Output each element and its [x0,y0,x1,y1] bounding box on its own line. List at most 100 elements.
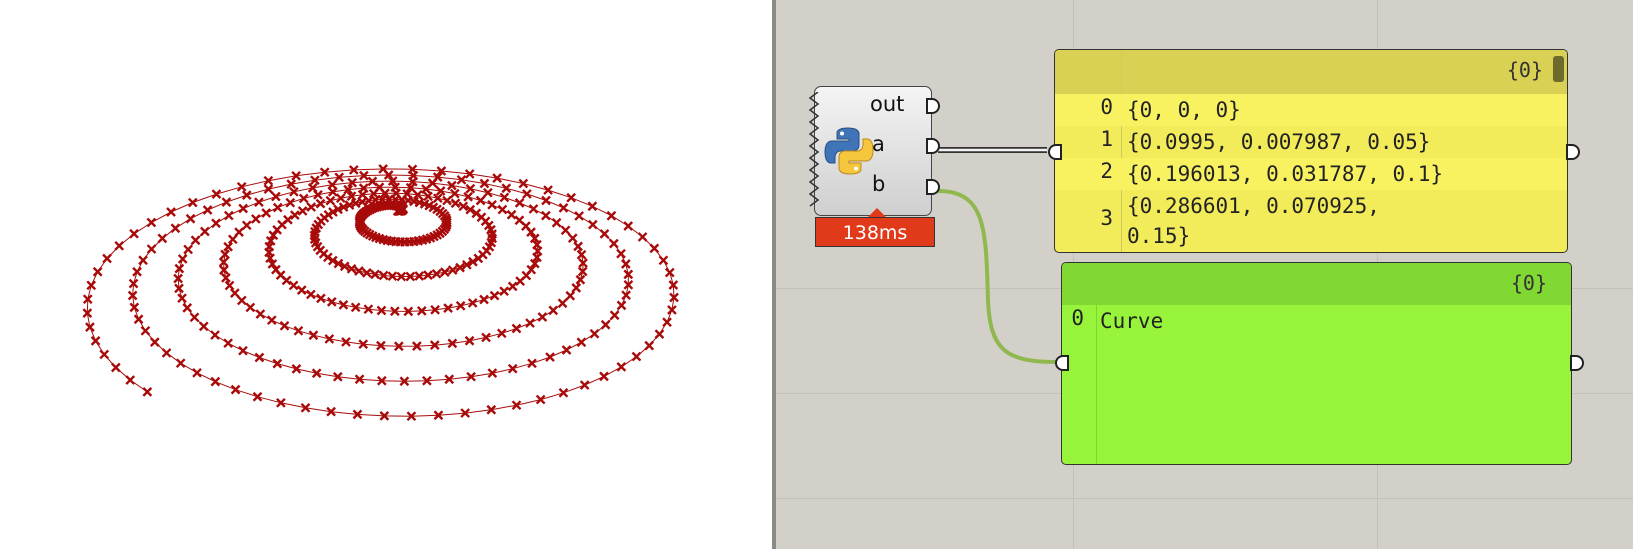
output-b-grip[interactable] [926,179,940,195]
spiral-point-marker [189,312,200,323]
spiral-point-marker [161,348,172,358]
index-column-divider [1096,263,1097,464]
spiral-point-marker [514,215,525,226]
spiral-point-marker [609,238,619,249]
spiral-point-marker [567,233,578,244]
spiral-point-marker [511,400,522,411]
spiral-point-marker [551,217,562,228]
spiral-point-marker [416,306,427,316]
spiral-point-marker [223,241,233,252]
spiral-point-marker [268,230,279,241]
spiral-point-marker [185,213,196,224]
spiral-point-marker [326,406,336,417]
spiral-point-marker [276,397,286,408]
rhino-viewport[interactable] [0,0,772,549]
spiral-point-marker [224,280,235,291]
spiral-point-marker [241,190,252,200]
spiral-point-marker [230,384,241,395]
curve-panel-output-grip[interactable] [1570,355,1584,371]
spiral-point-marker [412,189,423,200]
spiral-point-marker [405,182,416,193]
spiral-point-marker [177,293,187,304]
spiral-point-marker [114,240,125,251]
spiral-point-marker [571,283,582,293]
spiral-point-marker [354,266,364,276]
spiral-point-marker [442,195,452,206]
spiral-point-marker [599,371,609,382]
spiral-point-marker [664,267,675,278]
spiral-point-marker [573,241,583,252]
output-out-grip[interactable] [926,98,940,114]
spiral-point-marker [306,202,317,212]
panel-scrollbar[interactable] [1553,56,1564,82]
spiral-point-marker [238,345,248,356]
spiral-point-marker [654,329,665,339]
spiral-point-marker [669,292,679,303]
spiral-point-marker [497,204,508,215]
spiral-point-marker [263,175,274,186]
spiral-point-marker [327,179,338,190]
spiral-point-marker [403,306,414,317]
output-b-label: b [872,172,886,196]
spiral-point-marker [132,266,142,277]
spiral-point-marker [128,278,139,289]
spiral-point-marker [483,187,493,198]
spiral-point-marker [354,374,365,385]
python-logo-icon [824,127,874,175]
spiral-point-marker [166,207,176,217]
spiral-point-marker [230,288,240,298]
spiral-point-marker [170,223,181,234]
spiral-point-marker [335,193,346,204]
spiral-point-marker [293,325,304,336]
curve-panel-input-grip[interactable] [1055,355,1069,371]
spiral-point-marker [399,376,410,387]
spiral-point-marker [447,338,458,349]
spiral-point-marker [315,198,326,209]
spiral-point-marker [332,371,343,382]
spiral-point-marker [223,210,234,221]
spiral-point-marker [466,371,476,382]
spiral-point-marker [220,249,230,260]
spiral-point-marker [479,178,490,189]
spiral-point-marker [496,328,507,339]
panel-header [1062,263,1571,305]
spiral-point-marker [328,207,338,217]
spiral-point-marker [378,164,389,174]
spiral-point-marker [174,283,184,294]
spiral-point-marker [297,206,308,216]
points-panel[interactable]: {0} 0 {0, 0, 0} 1 {0.0995, 0.007987, 0.0… [1054,49,1568,253]
python-script-component[interactable]: out a b [808,86,940,216]
spiral-point-marker [464,335,475,346]
spiral-point-marker [187,197,198,208]
spiral-point-marker [92,266,103,277]
spiral-point-marker [600,319,611,330]
spiral-point-marker [210,330,220,340]
spiral-point-marker [370,269,380,280]
spiral-point-marker [142,387,153,397]
spiral-point-marker [405,271,416,282]
spiral-point-marker [378,270,389,281]
spiral-point-marker [350,302,361,313]
spiral-point-marker [255,309,266,319]
spiral-point-marker [300,402,311,413]
spiral-point-marker [566,192,577,203]
spiral-point-marker [518,178,529,189]
spiral-point-marker [623,279,634,290]
panel-branch-tag: {0} [1510,271,1547,295]
spiral-point-marker [85,322,95,332]
curve-panel[interactable]: {0} 0 Curve [1061,262,1572,465]
wire-b-to-curve [937,189,1057,364]
spiral-point-marker [558,387,569,398]
viewport-divider[interactable] [772,0,776,549]
spiral-point-marker [407,164,418,175]
spiral-point-marker [319,167,330,178]
spiral-point-marker [537,312,548,322]
output-a-grip[interactable] [926,138,940,154]
spiral-point-marker [589,328,600,339]
spiral-point-marker [234,227,244,238]
timer-notch [867,208,887,218]
points-panel-input-grip[interactable] [1048,144,1062,160]
list-item: 2 {0.196013, 0.031787, 0.1} [1055,158,1567,190]
points-panel-output-grip[interactable] [1566,144,1580,160]
spiral-point-marker [211,218,221,229]
